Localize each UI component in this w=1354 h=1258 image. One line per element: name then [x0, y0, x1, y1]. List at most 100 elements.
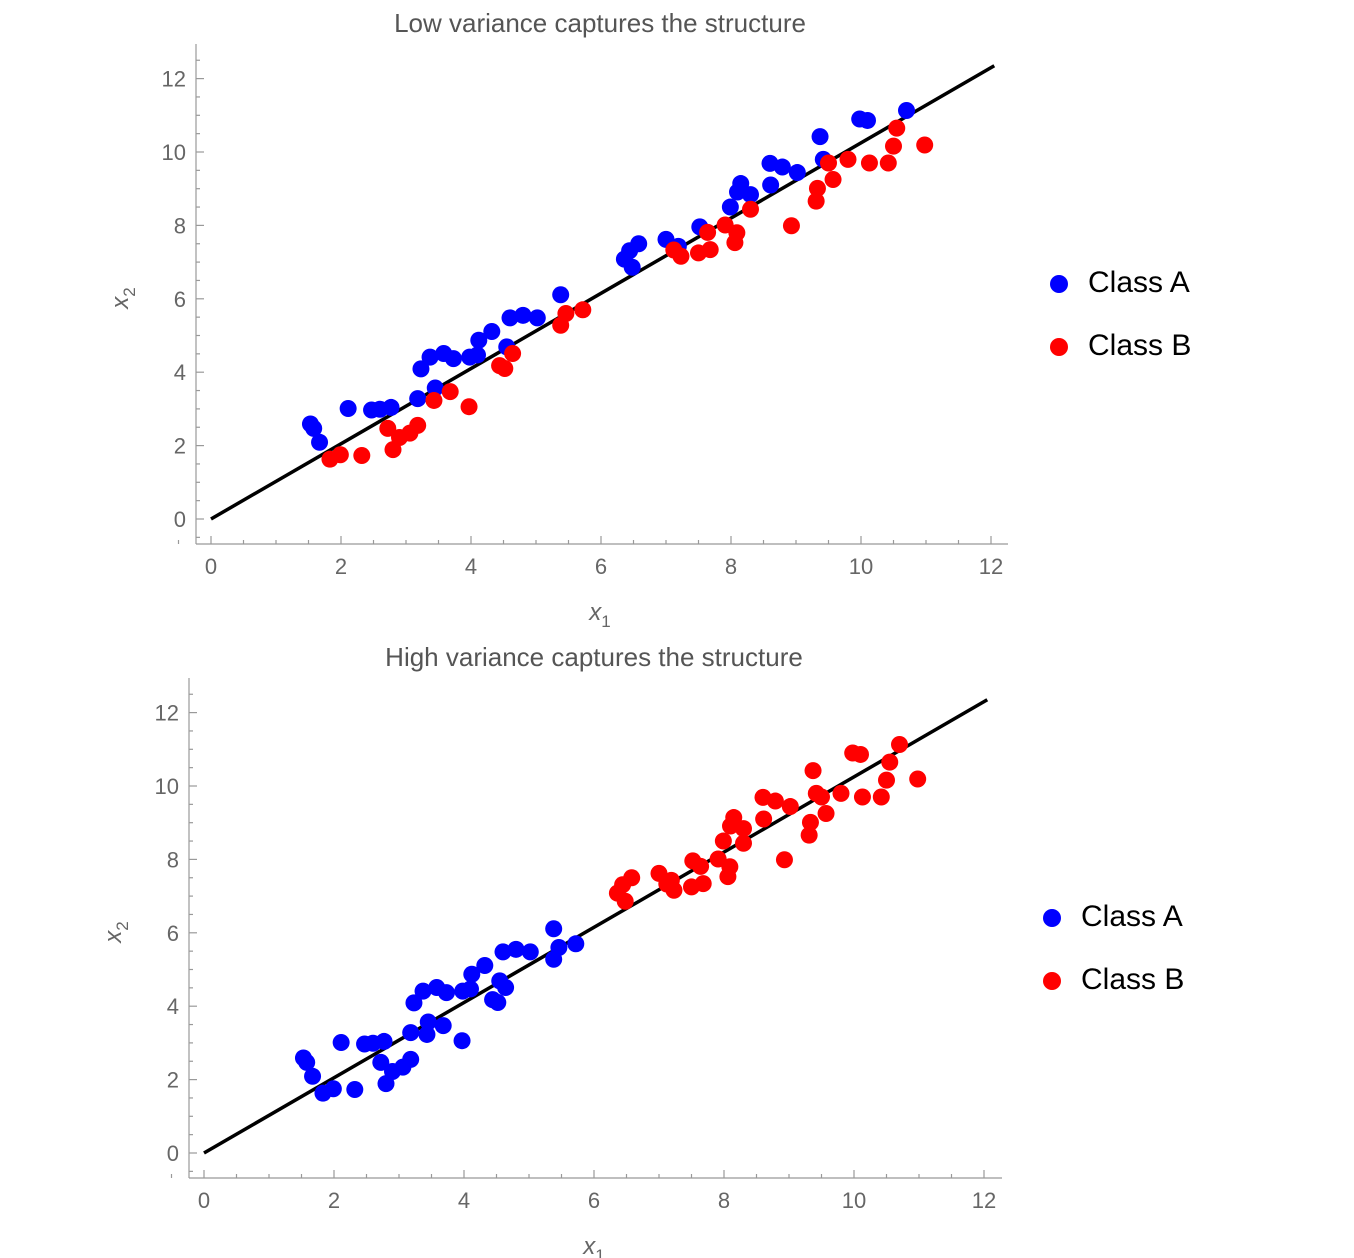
- data-point-class-a: [732, 175, 750, 193]
- data-point-class-a: [521, 943, 539, 961]
- legend-label-class-a: Class A: [1081, 900, 1183, 933]
- data-point-class-b: [813, 788, 830, 806]
- data-point-class-a: [418, 1025, 436, 1043]
- data-point-class-b: [694, 875, 712, 893]
- data-point-class-a: [421, 348, 439, 366]
- y-axis-label-text: x2: [107, 287, 139, 309]
- chart-panel-low-variance: Low variance captures the structure 0 2 4 6…: [107, 8, 1191, 631]
- data-point-class-b: [735, 820, 752, 838]
- data-point-class-b: [725, 809, 743, 827]
- data-point-class-a: [298, 1053, 316, 1071]
- data-point-class-b: [504, 344, 522, 362]
- y-tick-label: 8: [174, 213, 186, 238]
- data-point-class-b: [701, 241, 719, 259]
- data-point-class-a: [483, 322, 501, 340]
- data-point-class-a: [405, 994, 423, 1012]
- data-point-class-b: [782, 217, 800, 235]
- data-point-class-b: [665, 881, 683, 899]
- data-point-class-a: [470, 331, 488, 349]
- x-axis-label-text: x1: [582, 1233, 604, 1258]
- data-point-class-a: [434, 1017, 452, 1035]
- data-point-class-b: [721, 858, 739, 876]
- data-point-class-b: [888, 119, 906, 137]
- data-point-class-a: [402, 1050, 420, 1068]
- data-point-class-a: [514, 306, 532, 324]
- data-point-class-b: [557, 304, 575, 322]
- x-tick-label: 6: [595, 554, 607, 579]
- y-axis-label: x2: [100, 921, 132, 943]
- data-point-class-a: [859, 111, 876, 129]
- data-point-class-a: [489, 994, 507, 1012]
- data-point-class-a: [501, 309, 519, 327]
- data-point-class-b: [623, 869, 641, 887]
- data-point-class-b: [379, 419, 397, 437]
- data-point-class-b: [353, 447, 371, 465]
- chart-title: Low variance captures the structure: [394, 8, 806, 38]
- data-point-class-b: [909, 770, 927, 788]
- y-tick-label: 6: [167, 921, 179, 946]
- data-point-class-a: [311, 433, 329, 451]
- y-axis-label: x2: [107, 287, 139, 309]
- data-point-class-a: [550, 938, 568, 956]
- data-point-class-a: [497, 978, 515, 996]
- x-tick-label: 10: [849, 554, 873, 579]
- data-point-class-b: [824, 171, 842, 189]
- data-point-class-a: [623, 258, 641, 276]
- data-point-class-a: [324, 1080, 342, 1098]
- y-tick-label: 0: [174, 507, 186, 532]
- data-point-class-b: [832, 784, 850, 802]
- data-points: [301, 102, 934, 468]
- data-point-class-a: [742, 186, 759, 204]
- data-point-class-b: [699, 223, 717, 241]
- y-tick-label: 0: [167, 1141, 179, 1166]
- y-tick-label: 4: [174, 360, 186, 385]
- data-point-class-a: [567, 935, 585, 953]
- legend-marker-class-a: [1043, 909, 1061, 927]
- data-point-class-b: [872, 788, 890, 806]
- x-tick-label: 0: [198, 1188, 210, 1213]
- data-point-class-a: [811, 128, 829, 146]
- data-point-class-a: [630, 235, 648, 253]
- y-axis-label-text: x2: [100, 921, 132, 943]
- data-point-class-b: [879, 154, 897, 172]
- data-point-class-a: [414, 982, 432, 1000]
- data-point-class-b: [441, 383, 459, 401]
- y-tick-label: 12: [155, 701, 179, 726]
- data-point-class-b: [808, 179, 826, 197]
- x-axis-label: x1: [582, 1233, 604, 1258]
- data-point-class-a: [305, 419, 323, 437]
- data-point-class-a: [773, 158, 791, 176]
- data-point-class-a: [419, 1013, 437, 1031]
- data-point-class-b: [775, 851, 793, 869]
- data-point-class-a: [507, 940, 525, 958]
- trend-line: [203, 698, 989, 1155]
- chart-panel-high-variance: High variance captures the structure 0 2 4…: [100, 642, 1184, 1258]
- y-tick-label: 4: [167, 994, 179, 1019]
- x-tick-label: 0: [205, 554, 217, 579]
- data-point-class-b: [616, 892, 634, 910]
- data-point-class-b: [692, 857, 710, 875]
- y-tick-label: 10: [155, 774, 179, 799]
- y-tick-label: 10: [162, 140, 186, 165]
- data-point-class-b: [839, 150, 857, 168]
- data-point-class-b: [735, 834, 752, 852]
- data-point-class-b: [801, 813, 819, 831]
- y-tick-label: 6: [174, 287, 186, 312]
- x-tick-label: 10: [842, 1188, 866, 1213]
- data-point-class-a: [463, 965, 481, 983]
- data-point-class-b: [781, 798, 799, 816]
- data-point-class-b: [331, 446, 349, 464]
- data-point-class-b: [891, 736, 908, 754]
- chart-title: High variance captures the structure: [385, 642, 803, 672]
- x-axis-label: x1: [588, 599, 610, 631]
- data-point-class-a: [453, 1032, 471, 1050]
- data-point-class-b: [853, 788, 871, 806]
- x-tick-label: 2: [335, 554, 347, 579]
- y-tick-label: 8: [167, 847, 179, 872]
- legend-marker-class-b: [1043, 972, 1061, 990]
- data-points: [294, 736, 927, 1102]
- data-point-class-a: [304, 1067, 322, 1085]
- x-axis-label-text: x1: [588, 599, 610, 631]
- x-tick-label: 12: [972, 1188, 996, 1213]
- data-point-class-b: [800, 826, 818, 844]
